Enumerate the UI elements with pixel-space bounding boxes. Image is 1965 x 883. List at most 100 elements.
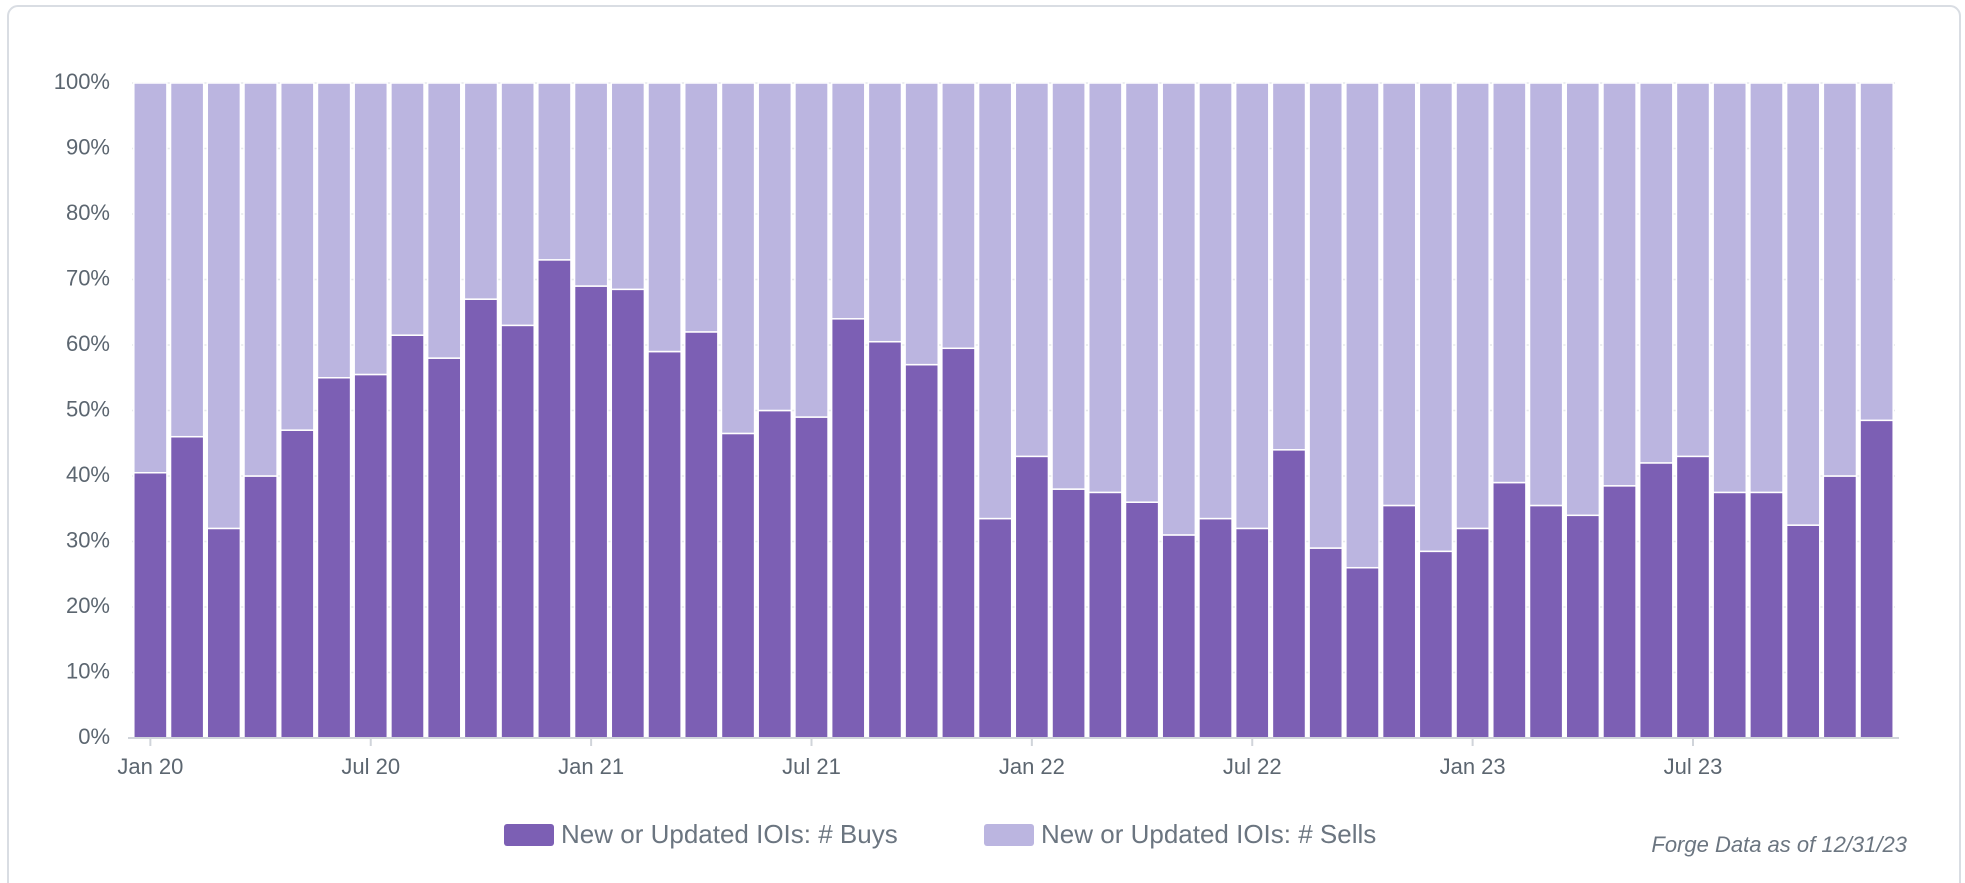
bar-segment — [1381, 82, 1417, 507]
bar-segment — [1418, 82, 1454, 553]
y-tick-label: 50% — [66, 396, 110, 421]
y-tick-label: 20% — [66, 593, 110, 618]
bar-segment — [573, 82, 609, 287]
bar-segment — [133, 471, 168, 739]
y-tick-label: 0% — [78, 724, 110, 749]
x-tick-label: Jul 23 — [1664, 754, 1723, 779]
bar-segment — [1381, 504, 1417, 739]
bar-segment — [941, 82, 976, 350]
bar-segment — [683, 82, 719, 333]
bar-segment — [1492, 82, 1527, 484]
bar-segment — [977, 517, 1013, 739]
bar-segment — [904, 363, 939, 739]
bar-segment — [794, 416, 829, 739]
bar-segment — [353, 373, 389, 739]
bar-segment — [1822, 82, 1858, 477]
y-tick-label: 30% — [66, 527, 110, 552]
bar-segment — [390, 334, 425, 739]
bar-segment — [169, 82, 205, 438]
bar-segment — [353, 82, 389, 376]
y-tick-label: 80% — [66, 200, 110, 225]
bar-segment — [1602, 82, 1637, 487]
legend-swatch — [504, 824, 554, 846]
bar-segment — [1124, 501, 1160, 739]
bar-segment — [169, 435, 205, 739]
bar-segment — [279, 429, 315, 739]
legend-swatch — [984, 824, 1034, 846]
bar-segment — [977, 82, 1013, 520]
bar-segment — [1088, 82, 1123, 494]
bar-segment — [1528, 82, 1564, 507]
bar-segment — [1492, 481, 1527, 739]
bar-segment — [1712, 491, 1748, 739]
bar-segment — [1675, 82, 1711, 458]
bar-segment — [1234, 527, 1270, 739]
bar-segment — [1638, 82, 1674, 464]
bar-segment — [1675, 455, 1711, 739]
bar-segment — [463, 82, 499, 300]
y-tick-label: 40% — [66, 462, 110, 487]
bar-segment — [1161, 82, 1197, 536]
bar-segment — [610, 288, 646, 739]
bar-segment — [316, 377, 352, 739]
bar-segment — [647, 82, 682, 353]
bar-segment — [1528, 504, 1564, 739]
bar-segment — [1014, 82, 1050, 458]
x-tick-label: Jul 21 — [782, 754, 841, 779]
bar-segment — [500, 82, 535, 327]
bar-segment — [537, 259, 572, 739]
bar-segment — [683, 331, 719, 739]
bar-segment — [1785, 82, 1821, 526]
bar-segment — [279, 82, 315, 431]
bar-segment — [1308, 547, 1344, 739]
bar-segment — [867, 340, 903, 739]
x-tick-label: Jul 20 — [341, 754, 400, 779]
bar-segment — [1198, 82, 1233, 520]
x-tick-label: Jul 22 — [1223, 754, 1282, 779]
bar-segment — [1271, 82, 1307, 451]
note: Forge Data as of 12/31/23 — [1651, 832, 1907, 857]
y-tick-label: 70% — [66, 265, 110, 290]
bar-segment — [1455, 82, 1490, 530]
bar-segment — [243, 475, 278, 739]
bar-segment — [463, 298, 499, 739]
bar-segment — [1602, 485, 1637, 739]
legend-label: New or Updated IOIs: # Buys — [561, 819, 898, 849]
bar-segment — [1198, 517, 1233, 739]
bar-segment — [243, 82, 278, 477]
bar-segment — [1271, 449, 1307, 739]
bar-segment — [1051, 488, 1086, 739]
x-tick-label: Jan 20 — [117, 754, 183, 779]
bar-segment — [426, 357, 462, 739]
legend-label: New or Updated IOIs: # Sells — [1041, 819, 1376, 849]
y-tick-label: 90% — [66, 134, 110, 159]
bar-segment — [1859, 82, 1894, 422]
bar-segment — [206, 82, 242, 530]
bar-segment — [1051, 82, 1086, 490]
bar-segment — [941, 347, 976, 739]
bar-segment — [1749, 491, 1784, 739]
bar-segment — [1638, 462, 1674, 739]
bar-segment — [867, 82, 903, 343]
bar-segment — [757, 409, 793, 739]
y-tick-label: 10% — [66, 658, 110, 683]
bar-segment — [610, 82, 646, 291]
bar-segment — [1749, 82, 1784, 494]
bar-segment — [1345, 566, 1380, 739]
bar-segment — [647, 350, 682, 739]
bar-segment — [1161, 534, 1197, 739]
bar-segment — [1859, 419, 1894, 739]
bar-segment — [537, 82, 572, 261]
y-tick-label: 100% — [54, 69, 110, 94]
bar-segment — [573, 285, 609, 739]
bar-segment — [1822, 475, 1858, 739]
bar-segment — [426, 82, 462, 359]
bar-segment — [390, 82, 425, 336]
x-tick-label: Jan 22 — [999, 754, 1065, 779]
bar-segment — [1712, 82, 1748, 494]
bar-segment — [316, 82, 352, 379]
bar-segment — [1088, 491, 1123, 739]
x-tick-label: Jan 21 — [558, 754, 624, 779]
bar-segment — [206, 527, 242, 739]
